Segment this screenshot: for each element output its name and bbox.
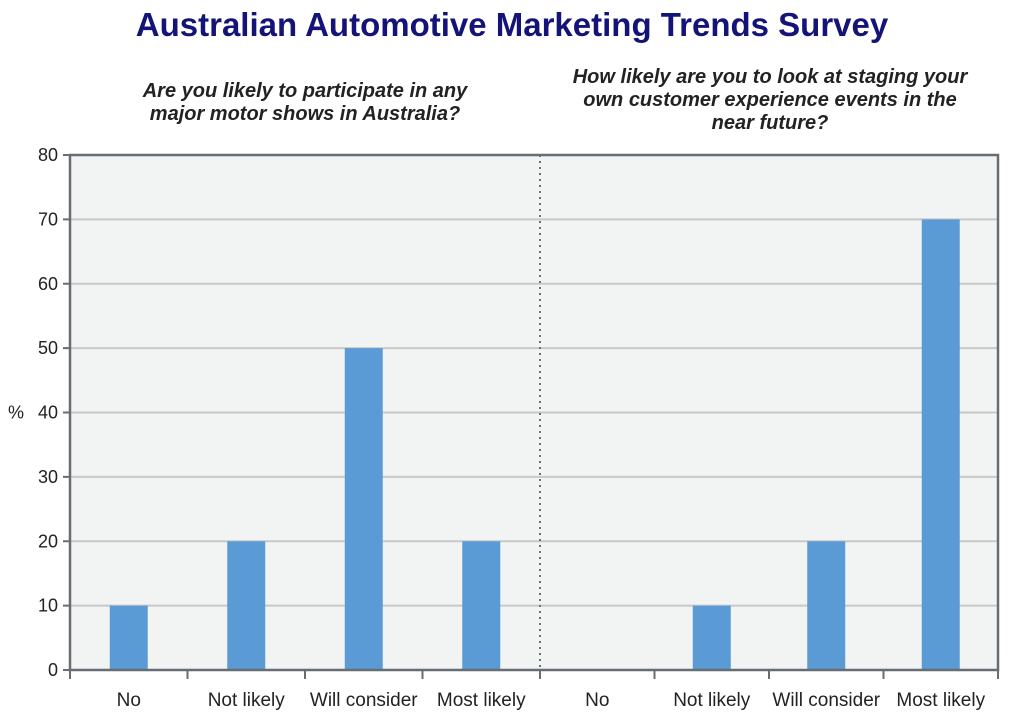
right-panel-title: How likely are you to look at staging yo… xyxy=(540,66,1000,135)
right-panel-title-line: near future? xyxy=(711,112,829,134)
y-tick-label: 30 xyxy=(38,467,58,487)
y-tick-label: 50 xyxy=(38,338,58,358)
bar xyxy=(109,605,148,670)
right-panel-title-line: own customer experience events in the xyxy=(583,89,957,111)
left-panel-title: Are you likely to participate in any maj… xyxy=(95,80,515,126)
x-category-label: No xyxy=(117,690,141,711)
bar xyxy=(807,541,846,670)
bar xyxy=(344,348,383,670)
x-category-label: Most likely xyxy=(437,690,526,711)
x-category-label: Not likely xyxy=(673,690,751,711)
x-category-label: Most likely xyxy=(896,690,985,711)
y-tick-label: 70 xyxy=(38,209,58,229)
y-tick-label: 80 xyxy=(38,145,58,165)
axes xyxy=(63,154,999,679)
left-panel-title-line: Are you likely to participate in any xyxy=(142,80,468,102)
left-panel-title-line: major motor shows in Australia? xyxy=(149,103,461,125)
y-tick-label: 10 xyxy=(38,596,58,616)
bars xyxy=(109,219,960,670)
bar xyxy=(227,541,266,670)
bar xyxy=(462,541,501,670)
y-tick-label: 60 xyxy=(38,274,58,294)
y-tick-label: 20 xyxy=(38,531,58,551)
y-tick-label: 0 xyxy=(48,660,58,680)
y-tick-label: 40 xyxy=(38,403,58,423)
bar xyxy=(921,219,960,670)
x-category-label: No xyxy=(585,690,609,711)
right-panel-title-line: How likely are you to look at staging yo… xyxy=(572,66,968,88)
y-axis-label: % xyxy=(8,403,24,423)
chart-title: Australian Automotive Marketing Trends S… xyxy=(135,6,889,43)
x-category-label: Not likely xyxy=(208,690,286,711)
bar xyxy=(692,605,731,670)
x-category-label: Will consider xyxy=(772,690,880,711)
x-category-label: Will consider xyxy=(310,690,418,711)
